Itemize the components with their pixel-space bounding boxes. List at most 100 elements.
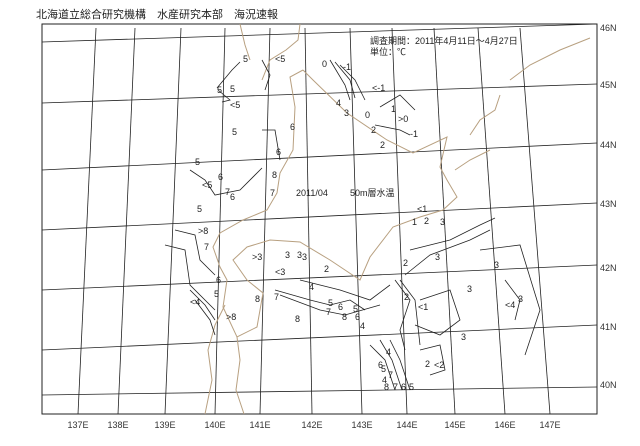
parallel-line	[41, 264, 598, 291]
contour-label: <4	[190, 297, 200, 307]
map-date: 2011/04	[296, 188, 328, 198]
contour-label: 8	[272, 170, 277, 180]
parallel-line	[41, 324, 598, 351]
coastline-segment	[261, 23, 301, 81]
contour-label: 2	[371, 125, 376, 135]
contour-label: <1	[418, 302, 428, 312]
isotherm-line	[189, 167, 263, 196]
contour-label: 1	[391, 104, 396, 114]
contour-label: 3	[297, 250, 302, 260]
meridian-line	[77, 27, 97, 415]
map-frame	[41, 23, 598, 415]
meridian-line	[164, 27, 182, 415]
latitude-label: 41N	[600, 322, 617, 332]
contour-label: 7	[326, 307, 331, 317]
isotherm-line	[164, 244, 216, 311]
contour-label: 2	[324, 264, 329, 274]
contour-label: <1	[417, 204, 427, 214]
contour-label: 2	[380, 140, 385, 150]
isotherm-line	[194, 299, 216, 336]
coastline-segment	[239, 23, 251, 61]
meridian-line	[391, 27, 408, 415]
contour-label: 6	[338, 302, 343, 312]
coastline-segment	[509, 37, 591, 81]
isotherms	[164, 59, 541, 391]
parallel-line	[41, 142, 598, 171]
meridian-line	[477, 27, 506, 415]
contour-label: 3	[467, 284, 472, 294]
contour-label: 0	[365, 110, 370, 120]
coastline-segment	[469, 94, 501, 136]
isotherm-line	[379, 339, 403, 391]
coastline-segment	[235, 336, 245, 415]
isotherm-line	[216, 61, 241, 89]
longitude-label: 139E	[154, 420, 175, 430]
longitude-label: 143E	[351, 420, 372, 430]
contour-label: 6	[378, 360, 383, 370]
map-layer: 50m層水温	[350, 187, 395, 198]
contour-label: 5	[197, 204, 202, 214]
isotherm-line	[274, 289, 366, 311]
contour-label: 5	[328, 298, 333, 308]
contour-label: 6	[216, 275, 221, 285]
graticule	[41, 23, 598, 415]
contour-label: 3	[344, 108, 349, 118]
contour-label: 8	[295, 314, 300, 324]
meridian-line	[349, 27, 363, 415]
latitude-label: 43N	[600, 199, 617, 209]
longitude-label: 137E	[67, 420, 88, 430]
contour-label: <-1	[372, 83, 385, 93]
contour-label: 3	[302, 252, 307, 262]
contour-label: 7	[225, 187, 230, 197]
contour-label: 5	[217, 85, 222, 95]
header-title: 北海道立総合研究機構 水産研究本部 海況速報	[36, 8, 278, 21]
contour-label: 4	[382, 375, 387, 385]
contour-label: 8	[255, 294, 260, 304]
isotherm-line	[504, 279, 521, 321]
longitude-label: 142E	[301, 420, 322, 430]
contour-label: 2	[404, 292, 409, 302]
longitude-label: 138E	[107, 420, 128, 430]
contour-label: 6	[218, 172, 223, 182]
contour-label: >0	[398, 114, 408, 124]
isotherm-line	[299, 279, 391, 301]
meridian-line	[433, 27, 456, 415]
longitude-label: 144E	[396, 420, 417, 430]
contour-label: 7	[274, 292, 279, 302]
isotherm-line	[479, 244, 541, 356]
coastline-segment	[204, 304, 226, 415]
contour-label: 5	[232, 127, 237, 137]
latitude-label: 44N	[600, 140, 617, 150]
longitude-label: 140E	[204, 420, 225, 430]
contour-label: 3	[461, 332, 466, 342]
contour-label: 3	[440, 217, 445, 227]
isotherm-line	[369, 344, 396, 391]
isotherm-line	[374, 124, 411, 136]
contour-label: 5	[409, 382, 414, 392]
isotherm-line	[174, 229, 216, 276]
unit-label: 単位：℃	[370, 46, 406, 57]
contour-label: 5	[381, 364, 386, 374]
isotherm-line	[389, 339, 411, 391]
contour-label: 6	[290, 122, 295, 132]
contour-label: 8	[342, 312, 347, 322]
isotherm-line	[262, 129, 281, 161]
latitude-label: 42N	[600, 263, 617, 273]
contour-label: 2	[424, 216, 429, 226]
isotherm-line	[394, 279, 411, 351]
contour-label: >8	[226, 312, 236, 322]
contour-label: -1	[410, 129, 418, 139]
isotherm-line	[189, 289, 216, 321]
contour-label: >3	[252, 252, 262, 262]
longitude-labels: 137E 138E 139E 140E 141E 142E 143E 144E 145E 146E…	[67, 420, 560, 430]
meridian-line	[259, 27, 271, 415]
contour-label: <4	[505, 300, 515, 310]
contour-label: 5	[353, 304, 358, 314]
parallel-line	[41, 83, 598, 104]
contour-label: 7	[270, 188, 275, 198]
parallel-line	[41, 386, 598, 396]
isotherm-line	[217, 89, 231, 103]
longitude-label: 145E	[444, 420, 465, 430]
coastline	[204, 23, 591, 415]
